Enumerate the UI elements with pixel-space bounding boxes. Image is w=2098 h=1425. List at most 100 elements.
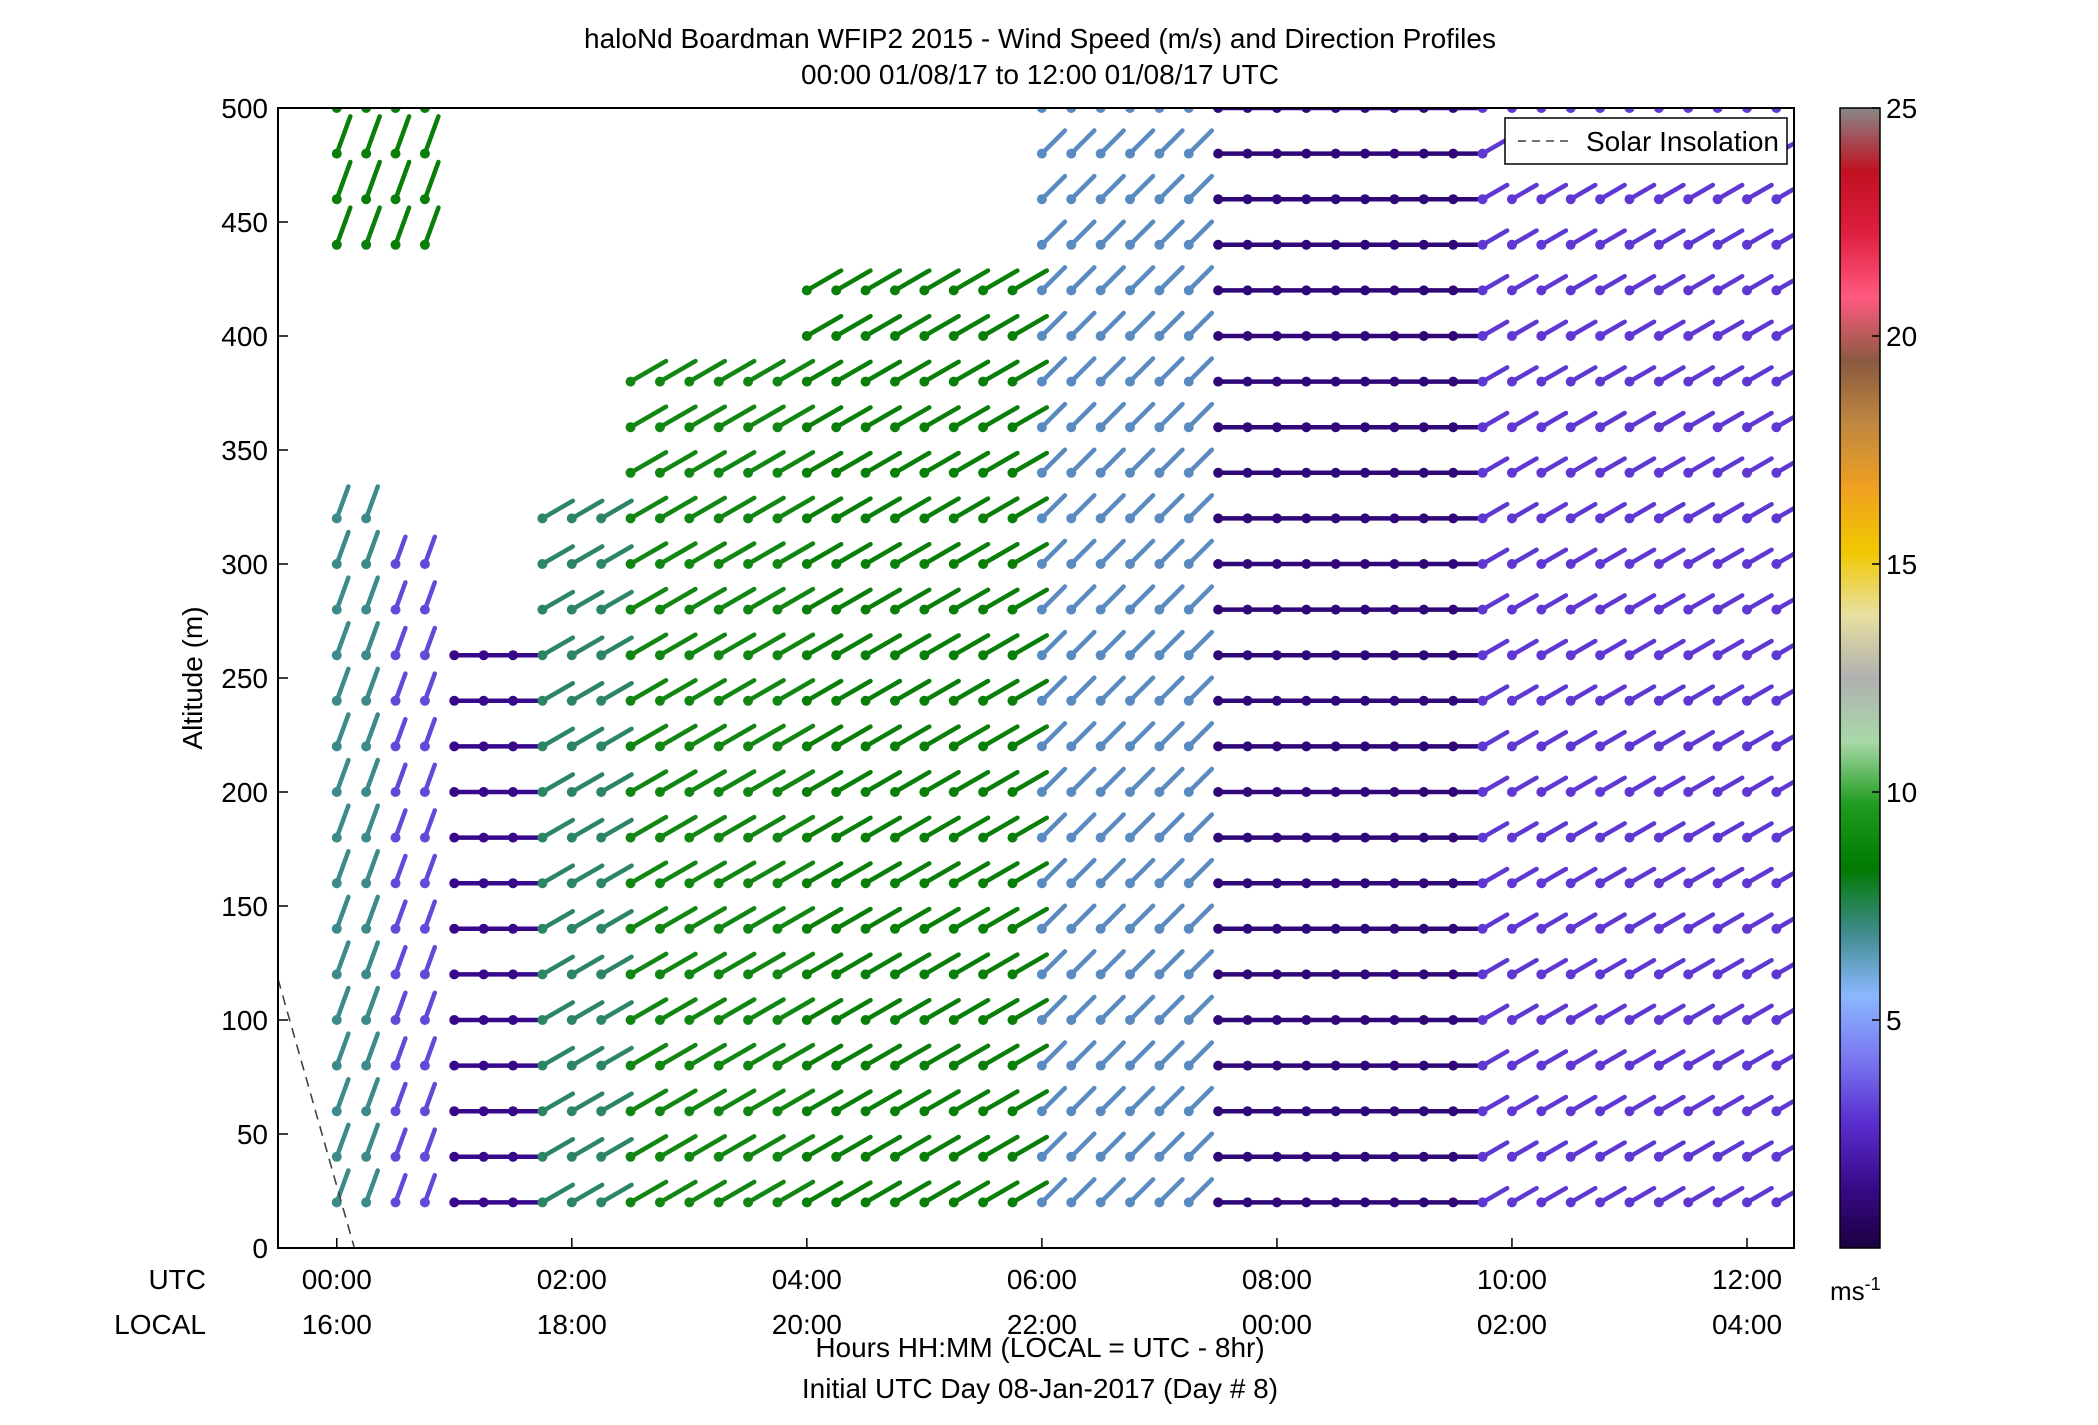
wind-barb-dot	[1271, 1151, 1282, 1162]
wind-barb-dot	[1448, 741, 1459, 752]
wind-barb	[892, 359, 932, 384]
wind-barb-dot	[860, 695, 871, 706]
wind-barb-dot	[684, 604, 695, 615]
wind-barb-dot	[1683, 1060, 1694, 1071]
wind-barb-dot	[1477, 285, 1488, 296]
wind-barb-dot	[1095, 194, 1106, 205]
wind-barb	[1127, 1131, 1156, 1160]
wind-barb-dot	[1360, 923, 1371, 934]
wind-barb-dot	[743, 650, 754, 661]
wind-barb-dot	[978, 513, 989, 524]
wind-barb	[687, 769, 728, 795]
wind-barb	[863, 541, 903, 567]
wind-barb	[745, 541, 786, 567]
wind-barb-dot	[1183, 923, 1194, 934]
wind-barb	[1157, 629, 1185, 658]
wind-barb-dot	[1771, 376, 1782, 387]
wind-barb-dot	[860, 650, 871, 661]
wind-barb	[628, 358, 669, 384]
wind-barb-dot	[684, 832, 695, 843]
wind-barb-dot	[1389, 1106, 1400, 1117]
wind-barb-dot	[361, 741, 372, 752]
wind-barb	[1157, 310, 1185, 339]
wind-barb-dot	[831, 969, 842, 980]
wind-barb-dot	[831, 1151, 842, 1162]
wind-barb-dot	[1624, 832, 1635, 843]
wind-barb-dot	[743, 604, 754, 615]
wind-barb	[569, 635, 605, 658]
wind-barb-dot	[831, 787, 842, 797]
wind-barb-dot	[801, 695, 812, 706]
wind-barb	[540, 1136, 576, 1160]
wind-barb-dot	[1712, 331, 1723, 341]
wind-barb-dot	[684, 787, 695, 797]
wind-barb	[1186, 629, 1215, 658]
wind-barb	[1568, 108, 1576, 111]
wind-barb	[1186, 447, 1215, 476]
wind-barb-dot	[625, 376, 636, 387]
wind-barb	[716, 769, 757, 795]
wind-barb-dot	[743, 376, 754, 387]
wind-barb-dot	[1301, 695, 1312, 706]
wind-barb	[334, 108, 340, 111]
wind-barb	[657, 404, 698, 430]
wind-barb-dot	[1066, 1151, 1077, 1162]
wind-barb	[922, 724, 961, 749]
wind-barb	[745, 450, 786, 476]
wind-barb-dot	[1712, 1151, 1723, 1162]
wind-barb	[833, 405, 873, 430]
wind-barb	[1010, 587, 1050, 612]
wind-barb-dot	[948, 467, 959, 478]
wind-barb-dot	[1154, 878, 1165, 889]
wind-barb-dot	[566, 969, 577, 980]
wind-barb-dot	[1389, 695, 1400, 706]
wind-barb	[716, 450, 757, 476]
wind-barb-dot	[1418, 108, 1429, 113]
wind-barb-dot	[1712, 513, 1723, 524]
wind-barb-dot	[1653, 239, 1664, 250]
wind-barb-dot	[419, 969, 430, 980]
wind-barb-dot	[1036, 376, 1047, 387]
wind-barb	[804, 359, 844, 384]
wind-barb-dot	[1624, 741, 1635, 752]
wind-barb-dot	[1095, 878, 1106, 889]
wind-barb-dot	[361, 194, 372, 205]
wind-barb-dot	[1712, 1197, 1723, 1208]
wind-barb-dot	[831, 559, 842, 569]
wind-barb	[1098, 721, 1126, 749]
wind-barb-dot	[390, 832, 401, 843]
wind-barb	[569, 589, 605, 612]
wind-barb-dot	[1741, 513, 1752, 524]
wind-barb-dot	[1477, 695, 1488, 706]
wind-barb-dot	[1301, 787, 1312, 797]
wind-barb-dot	[978, 1015, 989, 1025]
wind-barb-dot	[654, 604, 665, 615]
wind-barb-dot	[596, 923, 607, 934]
wind-barb-dot	[1154, 787, 1165, 797]
wind-barb-dot	[449, 787, 460, 797]
wind-barb-dot	[331, 108, 342, 113]
wind-barb	[687, 860, 728, 886]
wind-barb-dot	[1683, 923, 1694, 934]
x-tick-label-local: 16:00	[302, 1309, 372, 1340]
wind-barb	[892, 1089, 932, 1114]
wind-barb-dot	[743, 467, 754, 478]
chart-title: haloNd Boardman WFIP2 2015 - Wind Speed …	[584, 23, 1496, 54]
wind-barb-dot	[1125, 559, 1136, 569]
wind-barb-dot	[713, 923, 724, 934]
wind-barb-dot	[1242, 108, 1253, 113]
wind-barb	[334, 757, 351, 795]
wind-barb-dot	[801, 331, 812, 341]
wind-barb	[745, 723, 786, 749]
wind-barb	[1127, 1040, 1156, 1068]
wind-barb-dot	[390, 239, 401, 250]
wind-barb-dot	[1418, 559, 1429, 569]
y-axis-label: Altitude (m)	[177, 606, 208, 749]
wind-barb-dot	[919, 741, 930, 752]
wind-barb-dot	[772, 376, 783, 387]
wind-barb	[716, 632, 757, 658]
wind-barb	[1069, 675, 1097, 704]
wind-barb	[833, 724, 873, 749]
wind-barb	[1039, 629, 1068, 658]
